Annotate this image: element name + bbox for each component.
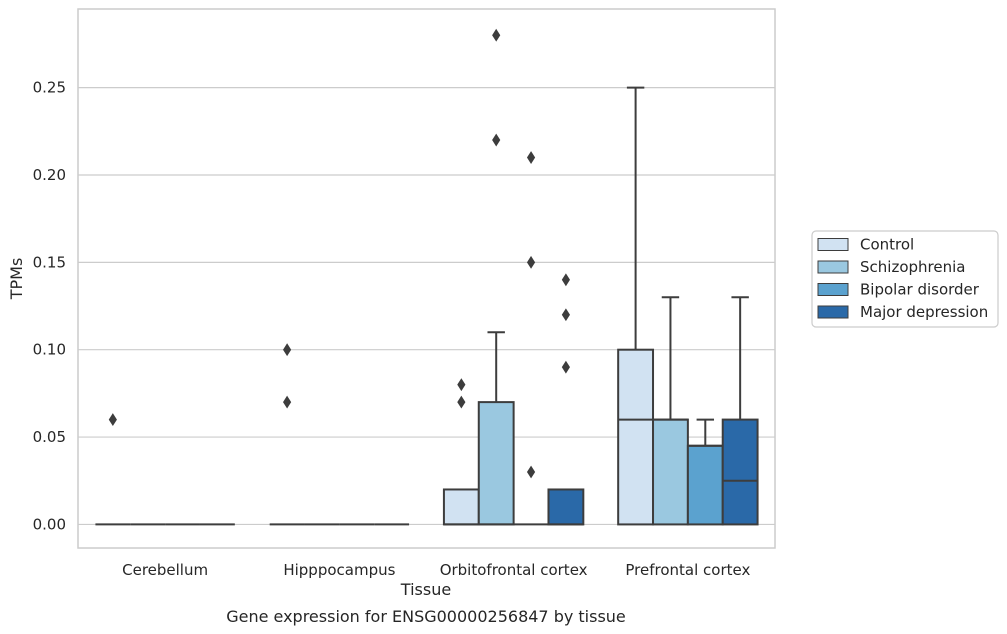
legend-entry-label: Schizophrenia [860,258,965,276]
y-tick-label: 0.25 [33,79,66,97]
box-1-0 [269,343,305,526]
outlier-point [108,413,117,427]
legend-swatch [817,305,849,319]
legend-swatch [817,260,849,274]
marks-layer [95,28,759,526]
y-tick-label: 0.20 [33,166,66,184]
outlier-point [526,151,536,164]
box-body [477,401,515,526]
box-body [547,488,585,526]
y-tick-label: 0.15 [33,253,66,271]
outlier-point [457,378,466,392]
box-2-1 [477,28,515,526]
x-tick-label: Hipppocampus [283,561,395,579]
y-tick-label: 0.00 [33,515,66,533]
legend-entry-label: Major depression [860,303,988,321]
box-body [686,444,724,526]
outlier-point [492,28,501,42]
x-tick-label: Cerebellum [122,561,208,579]
x-tick-labels: Cerebellum Hipppocampus Orbitofrontal cort… [122,561,750,579]
box-3-3 [721,296,759,526]
y-axis-label: TPMs [7,258,26,301]
box-3-0 [617,86,655,526]
legend-entry-label: Bipolar disorder [860,281,980,299]
x-tick-label: Prefrontal cortex [625,561,750,579]
box-2-2 [513,151,549,526]
outlier-point [283,343,292,357]
box-body [652,418,689,526]
box-body [617,348,655,526]
box-2-3 [547,273,585,526]
outlier-point [492,133,501,147]
outlier-point [457,395,466,409]
box-body [721,418,759,526]
outlier-point [526,465,536,479]
outlier-point [561,308,570,322]
legend-entry-label: Control [860,236,914,254]
box-body [442,488,480,526]
box-3-1 [652,296,689,526]
legend-swatch [817,283,849,296]
chart-caption: Gene expression for ENSG00000256847 by t… [226,607,626,626]
y-tick-label: 0.05 [33,428,66,446]
plot-frame [77,8,776,549]
outlier-point [561,360,570,374]
box-2-0 [442,378,480,526]
legend-frame [811,230,999,328]
outlier-point [283,395,292,409]
legend: Control Schizophrenia Bipolar disorder Majo… [811,230,999,328]
x-tick-label: Orbitofrontal cortex [440,561,588,579]
box-3-2 [686,418,724,526]
outlier-point [526,255,536,269]
legend-swatch [817,238,849,251]
box-0-0 [95,413,131,526]
outlier-point [561,273,570,287]
y-tick-labels: 0.00 0.05 0.10 0.15 0.20 0.25 [33,79,66,534]
x-axis-label: Tissue [400,580,451,599]
y-tick-label: 0.10 [33,341,66,359]
